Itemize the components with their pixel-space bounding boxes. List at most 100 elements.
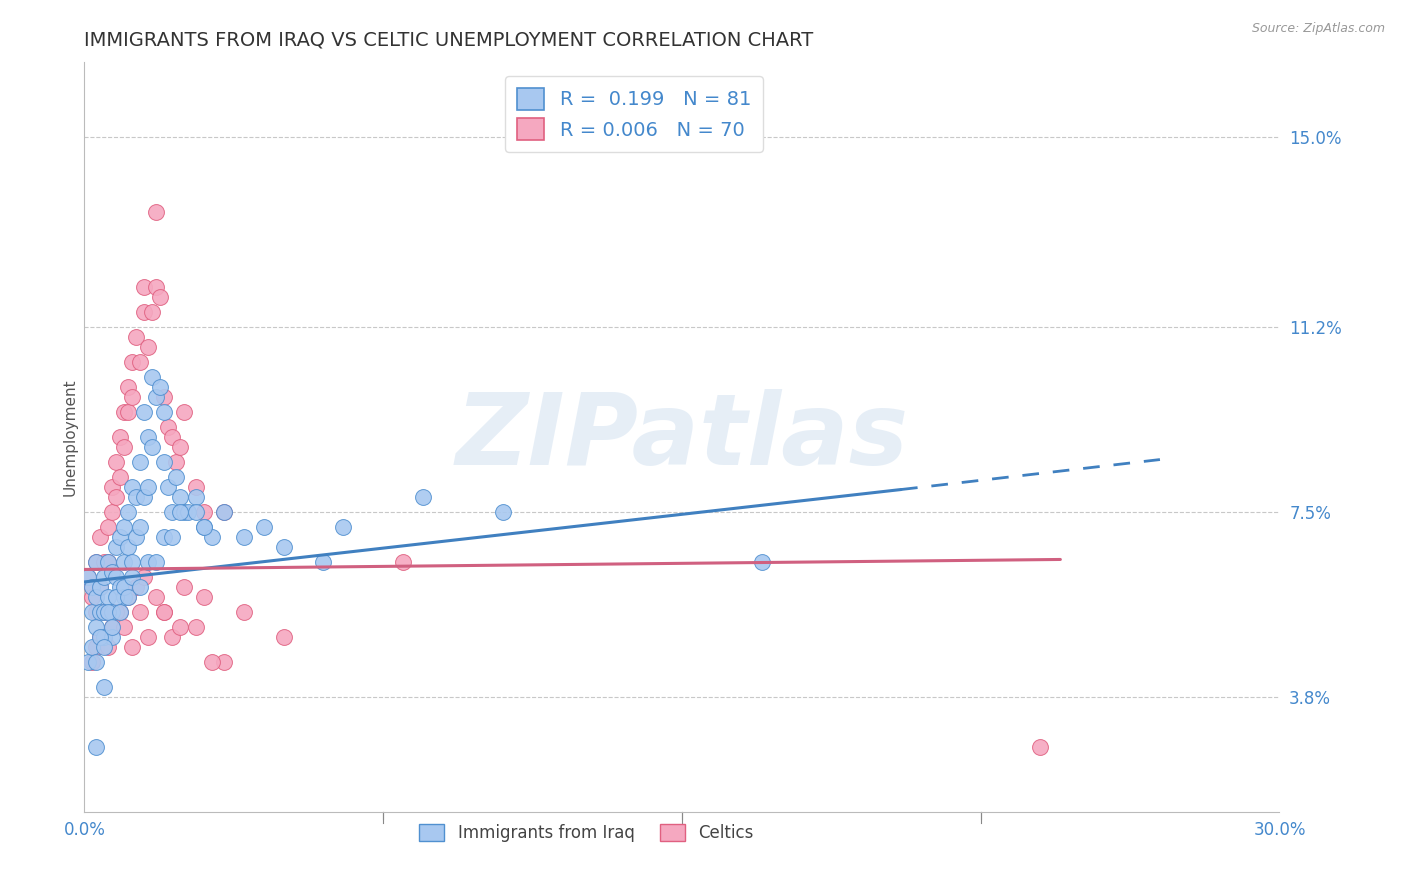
Point	[132, 405, 156, 419]
Point	[97, 520, 120, 534]
Point	[82, 580, 104, 594]
Point	[184, 490, 207, 504]
Point	[169, 440, 191, 454]
Point	[86, 640, 108, 654]
Point	[136, 430, 159, 444]
Point	[117, 540, 139, 554]
Point	[110, 530, 132, 544]
Point	[173, 580, 195, 594]
Point	[169, 620, 191, 634]
Point	[125, 490, 148, 504]
Point	[89, 580, 111, 594]
Point	[141, 370, 163, 384]
Point	[117, 405, 139, 419]
Point	[212, 655, 235, 669]
Point	[157, 420, 180, 434]
Point	[169, 505, 191, 519]
Point	[97, 640, 120, 654]
Point	[136, 555, 159, 569]
Point	[117, 380, 139, 394]
Point	[110, 580, 132, 594]
Point	[89, 530, 111, 544]
Point	[93, 680, 115, 694]
Point	[201, 530, 224, 544]
Point	[93, 630, 115, 644]
Point	[97, 590, 120, 604]
Point	[110, 430, 132, 444]
Point	[273, 540, 295, 554]
Point	[149, 290, 172, 304]
Point	[117, 590, 139, 604]
Point	[145, 590, 167, 604]
Point	[232, 605, 254, 619]
Point	[86, 590, 108, 604]
Point	[112, 440, 135, 454]
Point	[93, 605, 115, 619]
Point	[86, 605, 108, 619]
Point	[93, 640, 115, 654]
Point	[141, 305, 163, 319]
Point	[253, 520, 276, 534]
Point	[105, 605, 128, 619]
Point	[193, 505, 215, 519]
Point	[169, 490, 191, 504]
Point	[132, 490, 156, 504]
Point	[89, 580, 111, 594]
Point	[153, 530, 176, 544]
Point	[232, 530, 254, 544]
Point	[273, 630, 295, 644]
Point	[112, 555, 135, 569]
Point	[153, 405, 176, 419]
Point	[93, 605, 115, 619]
Point	[105, 590, 128, 604]
Point	[93, 630, 115, 644]
Point	[112, 520, 135, 534]
Point	[86, 739, 108, 754]
Point	[160, 430, 183, 444]
Point	[117, 505, 139, 519]
Point	[112, 590, 135, 604]
Point	[153, 455, 176, 469]
Point	[82, 590, 104, 604]
Point	[86, 555, 108, 569]
Point	[105, 540, 128, 554]
Point	[184, 505, 207, 519]
Point	[110, 470, 132, 484]
Point	[136, 480, 159, 494]
Point	[89, 630, 111, 644]
Point	[412, 490, 434, 504]
Point	[173, 505, 195, 519]
Point	[101, 630, 124, 644]
Point	[492, 505, 515, 519]
Point	[145, 280, 167, 294]
Point	[201, 655, 224, 669]
Point	[77, 655, 100, 669]
Point	[392, 555, 415, 569]
Point	[112, 580, 135, 594]
Point	[110, 605, 132, 619]
Point	[82, 605, 104, 619]
Point	[177, 505, 200, 519]
Point	[101, 620, 124, 634]
Point	[145, 205, 167, 219]
Point	[93, 555, 115, 569]
Point	[110, 605, 132, 619]
Point	[86, 655, 108, 669]
Point	[153, 390, 176, 404]
Point	[160, 505, 183, 519]
Point	[141, 440, 163, 454]
Point	[149, 380, 172, 394]
Point	[129, 580, 152, 594]
Point	[86, 555, 108, 569]
Point	[132, 305, 156, 319]
Point	[117, 590, 139, 604]
Text: Source: ZipAtlas.com: Source: ZipAtlas.com	[1251, 22, 1385, 36]
Point	[212, 505, 235, 519]
Point	[212, 505, 235, 519]
Point	[101, 505, 124, 519]
Point	[1029, 739, 1052, 754]
Point	[160, 530, 183, 544]
Point	[153, 605, 176, 619]
Point	[332, 520, 354, 534]
Point	[312, 555, 335, 569]
